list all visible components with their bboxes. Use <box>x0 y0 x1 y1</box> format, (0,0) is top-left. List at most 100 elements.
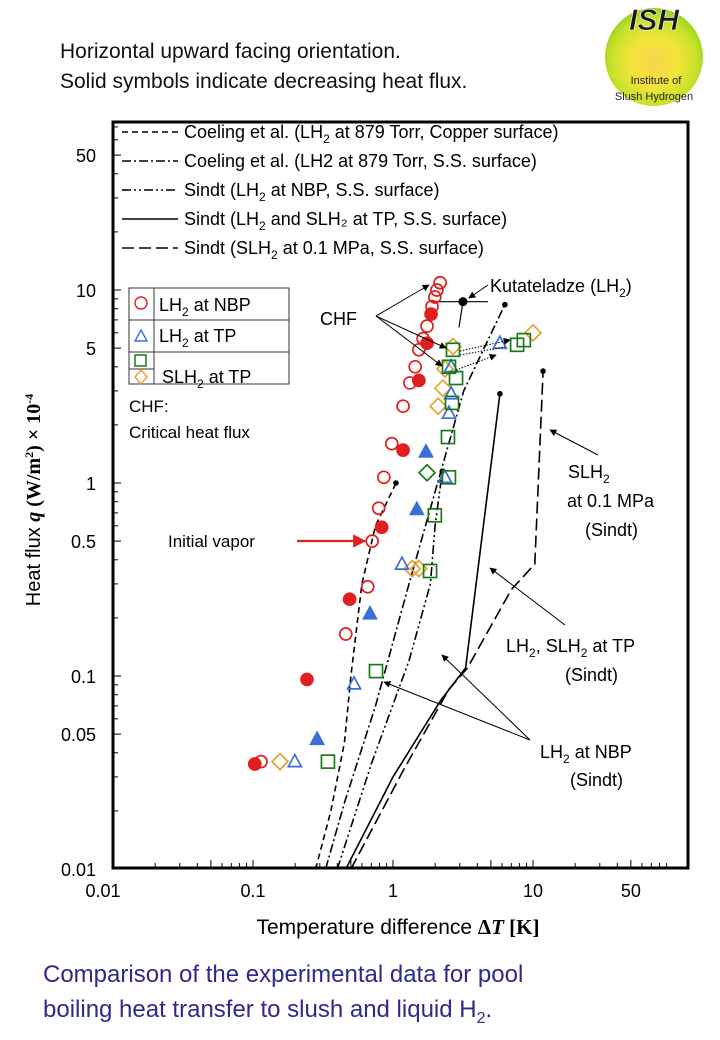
data-point-circle <box>384 436 399 451</box>
caption-line-2-text: boiling heat transfer to slush and liqui… <box>43 996 477 1023</box>
data-point-triangle <box>309 730 326 746</box>
tp-sindt-label: LH2, SLH2 at TP <box>506 636 635 660</box>
data-point-diamond <box>428 396 448 416</box>
axes-layer: 0.01 0.1 1 10 50 0.01 0.05 0.1 0.5 1 5 10 50 <box>61 120 690 901</box>
data-point-circle <box>427 290 442 304</box>
line-legend-label: Sindt (SLH2 at 0.1 MPa, S.S. surface) <box>184 238 484 262</box>
legend-slh2-tp: SLH2 at TP <box>162 367 251 391</box>
slh2-01mpa-arrow <box>549 429 599 456</box>
curves-layer <box>314 297 546 870</box>
data-point-circle <box>360 579 375 594</box>
data-point-square <box>445 342 461 358</box>
data-point-triangle <box>408 500 425 516</box>
y-tick-label: 0.01 <box>61 860 96 880</box>
line-legend-label: Sindt (LH2 and SLH₂ at TP, S.S. surface) <box>184 209 507 233</box>
boiling-chart: 0.01 0.1 1 10 50 0.01 0.05 0.1 0.5 1 5 10 50 Coeling… <box>22 120 690 939</box>
curve-dashed <box>314 482 397 870</box>
marker-legend: LH2 at NBP LH2 at TP SLH2 at TP <box>128 287 290 391</box>
subtitle-orientation: Horizontal upward facing orientation. <box>60 40 401 63</box>
data-point-triangle <box>346 675 362 690</box>
data-point-circle <box>396 443 410 457</box>
data-point-diamond <box>417 463 437 482</box>
slh2-01mpa-line3: (Sindt) <box>585 520 638 540</box>
data-point-circle <box>371 501 386 516</box>
curve-dashdotdot <box>336 471 444 870</box>
y-tick-label: 0.5 <box>71 532 96 552</box>
logo-line1: Institute of <box>631 75 683 87</box>
logo-line2: Slush Hydrogen <box>615 91 693 103</box>
y-tick-label: 50 <box>76 146 96 166</box>
y-tick-label: 5 <box>86 339 96 359</box>
caption-line-1: Comparison of the experimental data for … <box>43 961 524 988</box>
line-legend-label: Sindt (LH2 at NBP, S.S. surface) <box>184 180 439 204</box>
data-point-circle <box>396 399 410 414</box>
data-point-square <box>427 507 443 523</box>
curve-solid <box>345 393 501 870</box>
x-tick-label: 1 <box>388 881 398 901</box>
x-axis-label: Temperature difference ΔT [K] <box>257 915 540 939</box>
data-point-square <box>422 563 438 579</box>
slh2-01mpa-line2: at 0.1 MPa <box>567 491 655 511</box>
slh2-01mpa-label: SLH2 <box>568 462 610 486</box>
data-point-square <box>368 663 384 679</box>
nbp-sindt-arrow-1 <box>383 681 531 741</box>
nbp-sindt-arrow-2 <box>441 654 531 741</box>
ish-logo: ISH Institute of Slush Hydrogen <box>605 4 703 106</box>
chf-arrow-2 <box>375 315 447 349</box>
line-legend: Coeling et al. (LH2 at 879 Torr, Copper … <box>122 122 559 262</box>
data-point-circle <box>376 470 391 485</box>
data-point-circle <box>374 520 389 535</box>
nbp-sindt-label: LH2 at NBP <box>540 742 632 766</box>
chf-shift-arrow-1 <box>459 337 511 352</box>
chf-arrow-1 <box>375 284 430 317</box>
data-point-square <box>320 754 336 769</box>
data-point-triangle <box>491 334 508 350</box>
data-point-diamond <box>270 752 290 771</box>
points-layer <box>247 275 543 771</box>
caption-period: . <box>485 996 493 1023</box>
data-point-circle <box>430 283 444 297</box>
data-point-circle <box>433 275 447 290</box>
x-tick-label: 50 <box>621 881 641 901</box>
curve-endpoint <box>502 301 508 308</box>
legend-lh2-nbp: LH2 at NBP <box>159 295 251 319</box>
tp-sindt-line2: (Sindt) <box>565 665 618 685</box>
y-tick-label: 0.05 <box>61 725 96 745</box>
curve-endpoint <box>497 390 503 397</box>
legend-circle-icon <box>134 296 148 310</box>
data-point-circle <box>420 319 434 333</box>
logo-circle <box>605 8 703 106</box>
x-tick-label: 10 <box>523 881 543 901</box>
y-tick-label: 1 <box>86 474 96 494</box>
legend-lh2-tp: LH2 at TP <box>159 326 236 350</box>
x-tick-label: 0.1 <box>240 881 265 901</box>
data-point-triangle <box>418 443 434 458</box>
curve-endpoint <box>393 480 399 486</box>
annotations: CHF Initial vapor Kutateladze (LH2) SLH2… <box>168 276 655 790</box>
kutateladze-label: Kutateladze (LH2) <box>490 276 632 300</box>
data-point-square <box>441 359 457 375</box>
caption-line-2: boiling heat transfer to slush and liqui… <box>43 993 492 1036</box>
logo-title: ISH <box>629 4 680 37</box>
data-point-diamond <box>435 359 455 379</box>
data-point-square <box>444 395 460 411</box>
subtitle-symbols-note: Solid symbols indicate decreasing heat f… <box>60 70 468 93</box>
data-point-square <box>516 332 532 348</box>
curve-endpoint <box>540 368 546 374</box>
y-tick-label: 0.1 <box>71 667 96 687</box>
data-point-triangle <box>286 752 303 768</box>
chf-shift-arrow-2 <box>455 353 497 371</box>
curve-longdash <box>350 371 544 870</box>
data-point-triangle <box>394 555 410 570</box>
data-point-square <box>441 469 457 485</box>
data-point-circle <box>412 373 426 388</box>
initial-vapor-label: Initial vapor <box>168 532 255 551</box>
chf-arrow-3 <box>375 315 443 367</box>
data-point-circle <box>342 592 357 607</box>
data-point-circle <box>408 359 423 374</box>
y-tick-label: 10 <box>76 281 96 301</box>
data-point-diamond <box>443 337 463 356</box>
kutateladze-point <box>458 297 468 307</box>
data-point-square <box>440 429 456 445</box>
data-point-diamond <box>433 378 453 398</box>
